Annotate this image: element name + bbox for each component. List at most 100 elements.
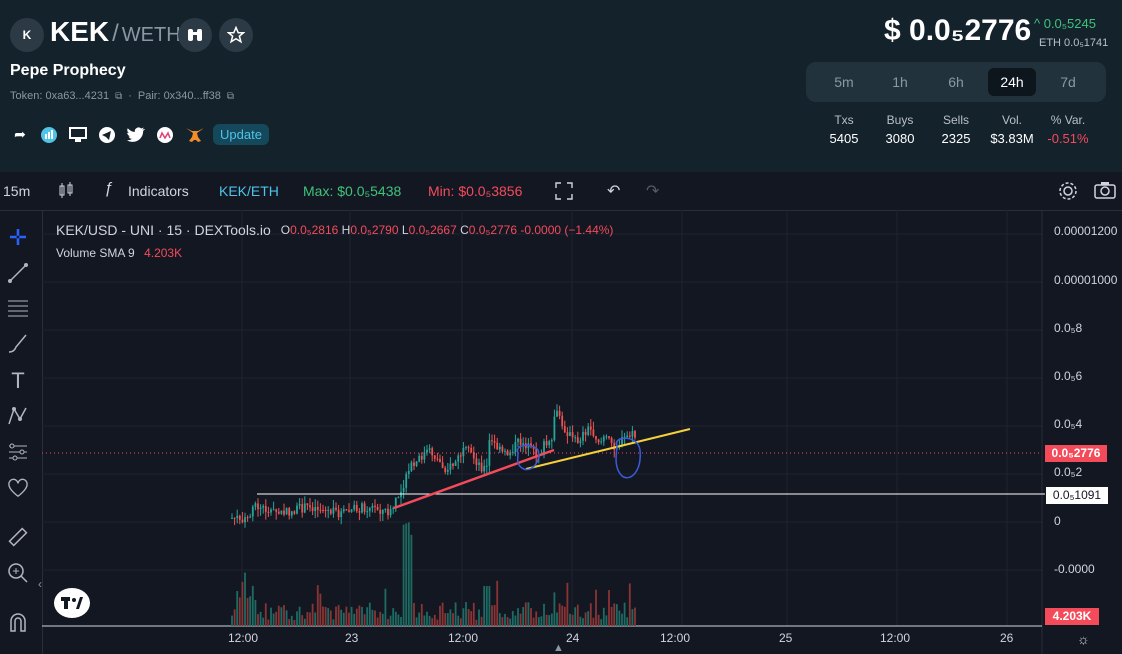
website-icon[interactable]: [68, 125, 88, 145]
magnet-icon[interactable]: [5, 609, 31, 635]
candle-body: [233, 517, 236, 519]
favorite-button[interactable]: [219, 18, 253, 52]
stat-var-value: -0.51%: [1047, 131, 1089, 146]
axis-settings-icon[interactable]: ☼: [1077, 631, 1090, 647]
timeframe-1h[interactable]: 1h: [892, 74, 908, 90]
timeframe-6h[interactable]: 6h: [948, 74, 964, 90]
volume-bar: [257, 614, 259, 626]
x-label-1: 23: [345, 631, 359, 645]
crosshair-icon[interactable]: ✛: [8, 225, 28, 250]
candle-body: [402, 487, 405, 492]
timeframe-24h[interactable]: 24h: [988, 68, 1036, 96]
volume-bar: [452, 613, 454, 626]
candle-body: [249, 516, 252, 518]
timeframe-7d[interactable]: 7d: [1060, 74, 1076, 90]
zoom-icon[interactable]: [5, 560, 31, 586]
x-label-6: 12:00: [880, 631, 911, 645]
settings-icon[interactable]: [1058, 181, 1078, 204]
candle-body: [530, 443, 532, 446]
tradingview-logo[interactable]: [54, 588, 90, 618]
camera-icon[interactable]: [1094, 181, 1116, 202]
volume-bar: [236, 591, 239, 626]
volume-bar: [634, 607, 636, 626]
volume-bar: [566, 582, 569, 626]
indicators-button[interactable]: Indicators: [128, 183, 189, 199]
fullscreen-icon[interactable]: [555, 182, 573, 203]
candle-body: [485, 465, 488, 467]
volume-bar: [306, 612, 309, 626]
update-button[interactable]: Update: [213, 124, 269, 145]
candle-type-icon[interactable]: [58, 181, 74, 204]
interval-button[interactable]: 15m: [3, 183, 31, 199]
candle-body: [566, 432, 569, 436]
metamask-icon[interactable]: [184, 125, 204, 145]
ruler-icon[interactable]: [5, 524, 31, 550]
timeframe-5m[interactable]: 5m: [834, 74, 854, 90]
fib-icon[interactable]: [5, 295, 31, 321]
scroll-up-arrow-icon[interactable]: ▲: [553, 642, 564, 654]
volume-bar: [608, 590, 610, 626]
undo-icon[interactable]: ↶: [607, 183, 621, 200]
candle-body: [319, 509, 322, 511]
candle-body: [285, 508, 288, 515]
redo-icon[interactable]: ↷: [646, 183, 660, 200]
volume-bar: [244, 572, 246, 626]
text-icon[interactable]: T: [11, 368, 25, 393]
volume-legend: Volume SMA 9 4.203K: [56, 246, 182, 260]
candle-body: [553, 416, 556, 441]
stat-txs-value: 5405: [829, 131, 859, 146]
current-price-tag: 0.0₅2776: [1045, 445, 1107, 462]
candle-body: [397, 497, 400, 499]
volume-bar: [595, 589, 597, 626]
forecast-icon[interactable]: [5, 439, 31, 465]
indicators-icon[interactable]: ƒ: [104, 180, 113, 197]
volume-bar: [420, 603, 423, 626]
heart-icon[interactable]: [5, 475, 31, 501]
twitter-icon[interactable]: [126, 125, 146, 145]
price-change: ^ 0.0₅5245: [1034, 16, 1096, 31]
circle-annotation-1: [516, 444, 540, 471]
coinmarketcap-icon[interactable]: [155, 125, 175, 145]
telegram-icon[interactable]: [97, 125, 117, 145]
volume-bar: [623, 602, 626, 626]
candle-body: [363, 503, 366, 512]
brush-icon[interactable]: [5, 330, 31, 356]
copy-pair-icon[interactable]: ⧉: [226, 90, 234, 102]
share-icon[interactable]: ➦: [14, 126, 26, 142]
pattern-icon[interactable]: [5, 403, 31, 429]
stat-volume-label: Vol.: [1001, 113, 1022, 127]
volume-bar: [532, 617, 535, 626]
collapse-toolbar-icon[interactable]: ‹: [38, 577, 42, 591]
candle-body: [439, 458, 441, 463]
volume-bar: [631, 609, 634, 626]
pair-switch-button[interactable]: KEK/ETH: [219, 183, 279, 199]
dextools-icon[interactable]: [39, 125, 59, 145]
volume-bar: [574, 607, 577, 626]
volume-bar: [374, 610, 376, 626]
candle-body: [316, 506, 319, 510]
candle-body: [244, 517, 246, 523]
volume-bar: [309, 612, 311, 626]
copy-token-icon[interactable]: ⧉: [115, 90, 123, 102]
candle-body: [478, 462, 480, 465]
candle-body: [426, 449, 428, 453]
candle-body: [298, 504, 301, 506]
eth-price: ETH 0.0₅1741: [1039, 37, 1109, 49]
volume-bar: [441, 602, 444, 626]
volume-bar: [524, 602, 527, 626]
volume-bar: [550, 613, 553, 626]
binoculars-button[interactable]: [178, 18, 212, 52]
volume-bar: [543, 603, 545, 626]
volume-bar: [605, 615, 608, 626]
volume-bar: [545, 614, 548, 626]
volume-sma-value: 4.203K: [144, 246, 183, 260]
trendline-icon[interactable]: [5, 260, 31, 286]
volume-bar: [241, 581, 244, 626]
price-chart[interactable]: [42, 210, 1122, 654]
candles: [231, 404, 636, 528]
volume-bar: [537, 617, 540, 626]
volume-bar: [262, 617, 265, 626]
legend-ohlc: O0.0₅2816 H0.0₅2790 L0.0₅2667 C0.0₅2776 …: [281, 223, 614, 237]
volume-bar: [233, 609, 236, 626]
candle-body: [376, 506, 379, 510]
